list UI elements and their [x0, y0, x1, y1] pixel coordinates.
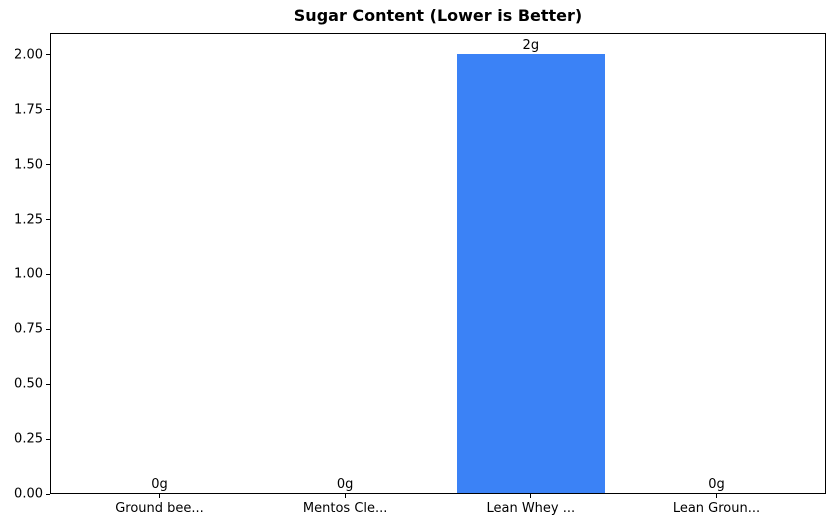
plot-area	[50, 33, 826, 494]
y-tick-mark	[46, 493, 50, 495]
y-tick-mark	[46, 219, 50, 221]
x-tick-label: Lean Groun...	[672, 501, 761, 516]
y-tick-mark	[46, 438, 50, 440]
x-tick-mark	[715, 494, 717, 498]
chart-title: Sugar Content (Lower is Better)	[293, 6, 583, 25]
y-tick-label: 1.75	[14, 102, 43, 118]
y-tick-label: 0.75	[14, 321, 43, 337]
bar-value-label: 0g	[151, 477, 168, 492]
y-tick-mark	[46, 273, 50, 275]
x-tick-mark	[344, 494, 346, 498]
x-tick-label: Ground bee...	[115, 501, 204, 516]
y-tick-label: 2.00	[14, 47, 43, 63]
y-tick-mark	[46, 54, 50, 56]
y-tick-label: 1.25	[14, 212, 43, 228]
y-tick-label: 0.00	[14, 486, 43, 502]
y-tick-mark	[46, 109, 50, 111]
y-tick-mark	[46, 328, 50, 330]
y-tick-label: 0.25	[14, 431, 43, 447]
x-tick-mark	[159, 494, 161, 498]
bar-value-label: 2g	[522, 37, 540, 53]
x-tick-label: Lean Whey ...	[486, 501, 576, 516]
y-tick-label: 1.00	[14, 266, 43, 282]
bar-value-label: 0g	[708, 477, 725, 492]
y-tick-mark	[46, 383, 50, 385]
x-tick-mark	[530, 494, 532, 498]
y-tick-label: 1.50	[14, 157, 43, 173]
bar-value-label: 0g	[336, 477, 354, 492]
bar-2	[456, 53, 606, 493]
y-tick-mark	[46, 164, 50, 166]
y-tick-label: 0.50	[14, 376, 43, 392]
x-tick-label: Mentos Cle...	[302, 501, 388, 516]
